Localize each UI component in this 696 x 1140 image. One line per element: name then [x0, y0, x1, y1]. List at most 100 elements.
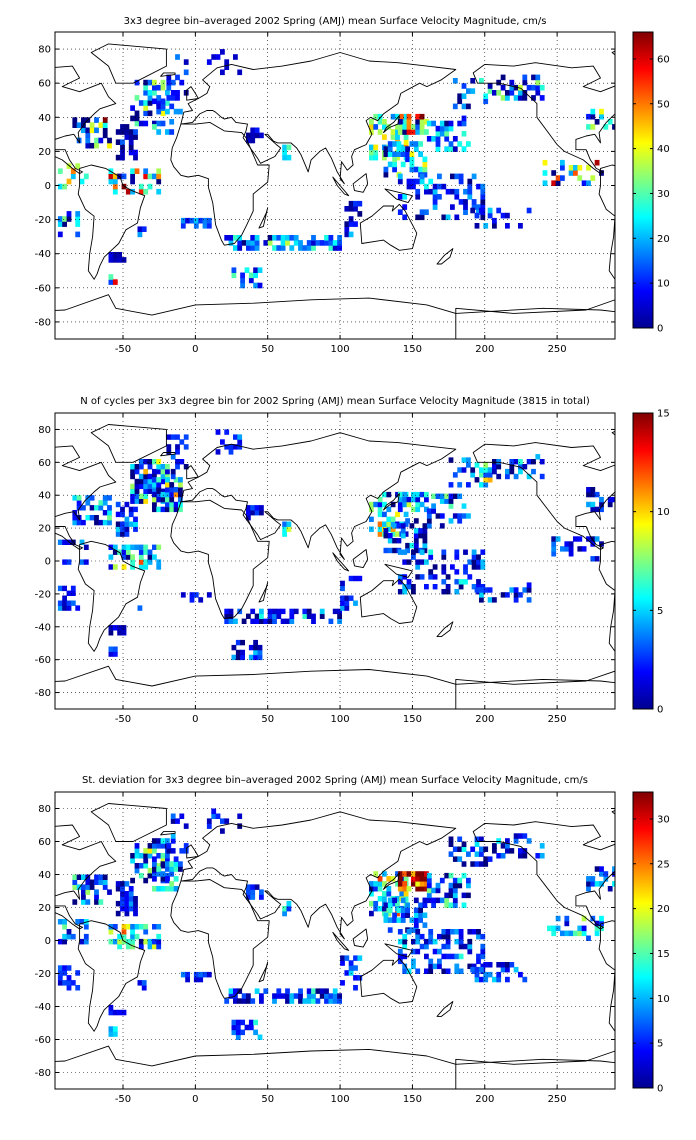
heatmap-cell — [441, 579, 447, 585]
heatmap-cell — [419, 124, 425, 130]
heatmap-cell — [448, 836, 454, 842]
x-ticks: -50 0 50 100 150 200 250 — [115, 792, 567, 1105]
heatmap-cell — [156, 477, 162, 483]
heatmap-cell — [492, 848, 497, 854]
heatmap-cell — [402, 194, 408, 200]
heatmap-cell — [138, 943, 144, 950]
heatmap-cell — [400, 146, 406, 152]
heatmap-cell — [590, 491, 596, 498]
heatmap-cell — [411, 124, 416, 130]
coastline-path — [258, 581, 269, 603]
heatmap-cell — [435, 887, 441, 894]
heatmap-cell — [138, 853, 144, 859]
heatmap-cell — [383, 547, 389, 554]
heatmap-cell — [377, 501, 383, 508]
heatmap-cell — [117, 933, 122, 940]
x-tick-label: 200 — [475, 344, 494, 355]
heatmap-cell — [156, 933, 162, 940]
heatmap-cell — [461, 503, 467, 509]
heatmap-cell — [387, 533, 393, 539]
heatmap-cell — [424, 188, 429, 195]
heatmap-cell — [448, 902, 454, 908]
heatmap-cell — [452, 882, 458, 889]
heatmap-cell — [143, 929, 149, 935]
heatmap-cell — [531, 84, 536, 91]
heatmap-cell — [419, 933, 425, 940]
heatmap-cell — [66, 559, 72, 565]
heatmap-cell — [444, 130, 450, 137]
heatmap-cell — [411, 948, 416, 955]
heatmap-cell — [426, 887, 432, 894]
heatmap-cell — [428, 929, 434, 935]
heatmap-cell — [143, 120, 149, 127]
heatmap-cell — [233, 434, 238, 440]
heatmap-cell — [137, 605, 143, 611]
heatmap-cell — [102, 874, 108, 880]
heatmap-cell — [377, 876, 383, 882]
heatmap-cell — [452, 78, 458, 84]
heatmap-cell — [415, 564, 421, 570]
heatmap-cell — [248, 1019, 254, 1026]
heatmap-cell — [402, 559, 408, 565]
heatmap-cell — [415, 506, 421, 513]
heatmap-cell — [156, 564, 162, 570]
heatmap-cell — [124, 891, 130, 897]
heatmap-cell — [324, 988, 329, 994]
heatmap-cell — [607, 496, 613, 503]
heatmap-cell — [452, 103, 458, 110]
heatmap-cell — [315, 998, 321, 1004]
heatmap-cell — [117, 252, 122, 258]
heatmap-cell — [165, 473, 170, 480]
heatmap-cell — [328, 618, 334, 624]
heatmap-cell — [474, 477, 480, 483]
heatmap-cell — [470, 88, 476, 94]
heatmap-cell — [134, 95, 140, 101]
heatmap-cell — [422, 523, 428, 529]
heatmap-cell — [369, 154, 374, 161]
heatmap-cell — [134, 488, 140, 494]
heatmap-cell — [81, 884, 86, 890]
heatmap-cell — [62, 933, 67, 940]
heatmap-cell — [526, 587, 532, 593]
heatmap-cell — [590, 487, 596, 493]
heatmap-cell — [120, 531, 125, 537]
heatmap-cell — [402, 204, 408, 210]
heatmap-cell — [463, 579, 468, 585]
heatmap-cell — [435, 136, 441, 142]
heatmap-cell — [253, 267, 258, 273]
heatmap-cell — [128, 134, 134, 140]
heatmap-cell — [228, 613, 234, 619]
heatmap-cell — [435, 513, 441, 519]
heatmap-cell — [134, 120, 140, 127]
heatmap-cell — [590, 876, 596, 882]
heatmap-cell — [439, 877, 445, 884]
heatmap-cell — [390, 501, 396, 508]
heatmap-cell — [415, 496, 421, 503]
colorbar-tick-label: 25 — [657, 859, 670, 870]
heatmap-cell — [175, 818, 180, 824]
heatmap-cell — [373, 149, 379, 156]
heatmap-cell — [480, 194, 486, 200]
heatmap-cell — [386, 876, 392, 882]
coastline — [55, 424, 615, 709]
heatmap-cell — [418, 912, 423, 918]
heatmap-cell — [406, 929, 412, 935]
heatmap-cell — [419, 871, 425, 877]
heatmap-cell — [458, 953, 464, 960]
heatmap-cell — [415, 491, 421, 498]
heatmap-cell — [198, 217, 204, 224]
heatmap-cell — [419, 214, 425, 221]
heatmap-cell — [130, 488, 135, 494]
heatmap-cell — [130, 188, 135, 195]
heatmap-cell — [206, 592, 212, 598]
heatmap-cell — [603, 871, 609, 877]
heatmap-cell — [62, 919, 67, 925]
heatmap-cell — [353, 965, 358, 971]
gridlines — [55, 792, 615, 1089]
heatmap-cell — [483, 223, 489, 229]
y-tick-label: 60 — [38, 79, 51, 90]
heatmap-cell — [121, 929, 127, 935]
heatmap-cell — [437, 958, 442, 965]
heatmap-cell — [138, 544, 144, 550]
